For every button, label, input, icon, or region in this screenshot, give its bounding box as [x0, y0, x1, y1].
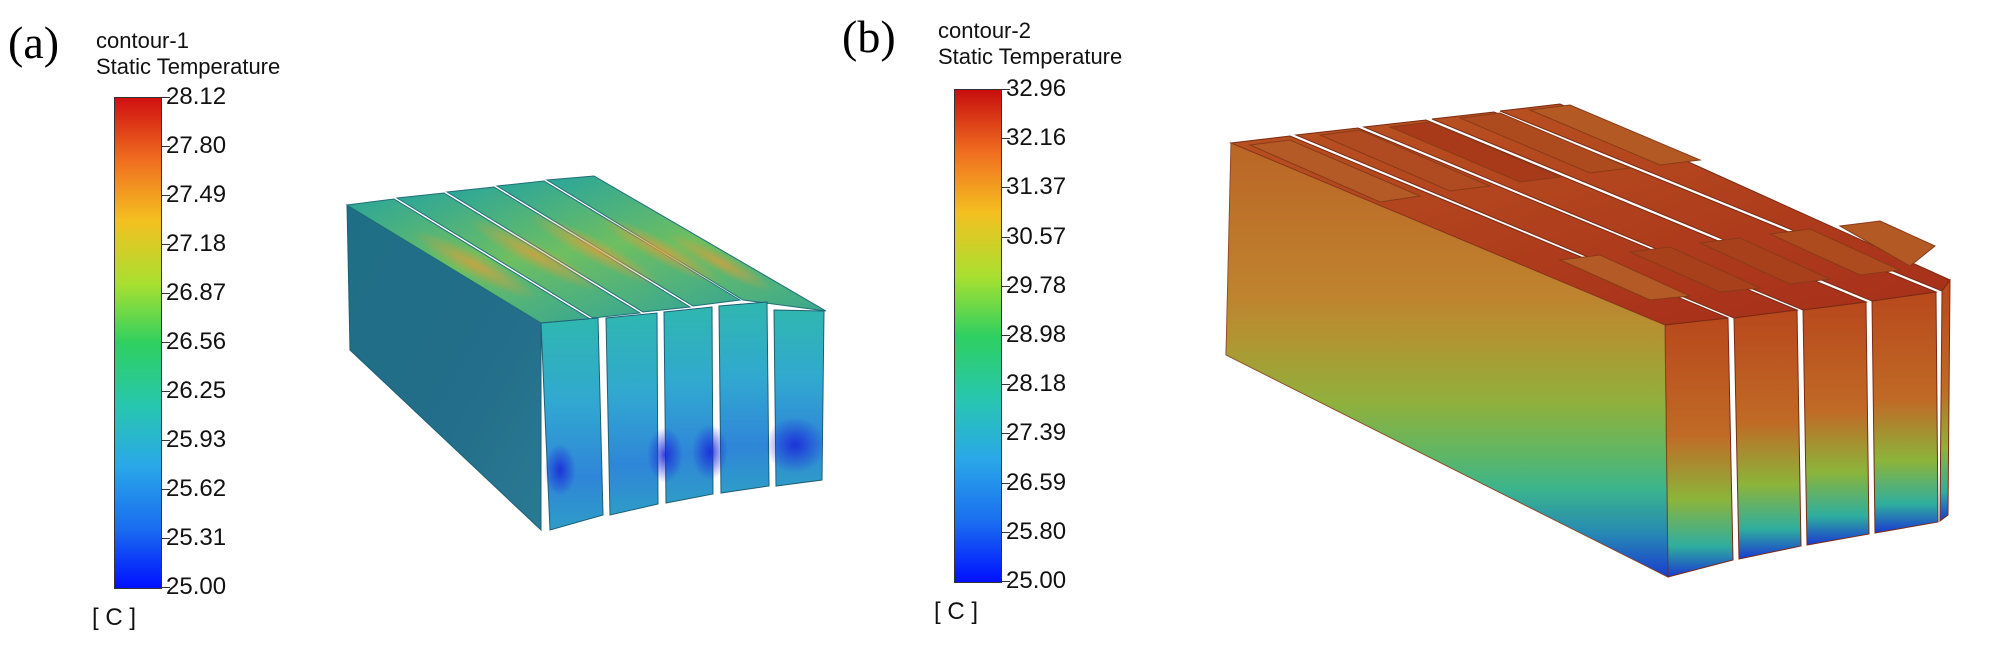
panel-a-legend-title: contour-1 Static Temperature	[96, 28, 280, 80]
colorbar-tick-mark	[1002, 581, 1010, 582]
panel-b-quantity-label: Static Temperature	[938, 44, 1123, 69]
panel-a-quantity-label: Static Temperature	[96, 54, 281, 79]
colorbar-tick-label: 26.87	[166, 279, 227, 306]
colorbar-tick-label: 28.18	[1006, 370, 1067, 398]
colorbar-tick-mark	[1002, 187, 1010, 189]
colorbar-tick-label: 27.80	[166, 132, 227, 159]
panel-b-legend-title: contour-2 Static Temperature	[938, 18, 1122, 70]
colorbar-tick-mark	[1002, 285, 1010, 287]
panel-b-pack	[1225, 103, 1951, 578]
colorbar-tick-label: 27.39	[1006, 419, 1067, 447]
colorbar-tick-mark	[162, 587, 170, 588]
colorbar-tick-label: 28.98	[1006, 321, 1067, 348]
colorbar-tick-mark	[162, 244, 170, 245]
colorbar-tick-label: 32.96	[1006, 75, 1067, 102]
colorbar-tick-mark	[1002, 335, 1010, 336]
colorbar-tick-label: 26.56	[166, 328, 227, 355]
colorbar-tick-label: 25.62	[166, 475, 227, 502]
colorbar-tick-label: 27.49	[166, 181, 227, 208]
colorbar-tick-mark	[162, 538, 170, 539]
panel-a-pack	[345, 175, 827, 532]
colorbar-tick-mark	[162, 293, 170, 294]
panel-b-contour-name: contour-2	[938, 18, 1031, 43]
panel-a-colorbar	[114, 97, 162, 589]
colorbar-tick-label: 31.37	[1006, 173, 1067, 201]
colorbar-tick-mark	[1002, 89, 1010, 90]
colorbar-tick-mark	[1002, 384, 1010, 386]
colorbar-tick-mark	[1002, 236, 1010, 238]
colorbar-tick-label: 30.57	[1006, 222, 1067, 250]
colorbar-tick-mark	[162, 440, 170, 441]
panel-b-letter: (b)	[842, 11, 896, 62]
colorbar-tick-label: 27.18	[166, 230, 227, 257]
colorbar-tick-label: 25.31	[166, 524, 227, 551]
colorbar-tick-mark	[162, 146, 170, 147]
colorbar-tick-label: 29.78	[1006, 271, 1067, 299]
panel-a-contour-name: contour-1	[96, 28, 189, 53]
colorbar-tick-label: 25.00	[1006, 567, 1067, 594]
panel-a-unit-label: [ C ]	[92, 604, 137, 631]
colorbar-tick-mark	[1002, 433, 1010, 435]
panel-b-unit-label: [ C ]	[934, 598, 979, 625]
colorbar-tick-label: 32.16	[1006, 124, 1067, 152]
colorbar-tick-mark	[162, 489, 170, 490]
colorbar-tick-label: 28.12	[166, 83, 227, 110]
colorbar-tick-label: 25.00	[166, 573, 227, 600]
colorbar-tick-mark	[1002, 482, 1010, 484]
panel-a-letter: (a)	[8, 17, 60, 68]
colorbar-tick-label: 26.59	[1006, 468, 1067, 496]
colorbar-tick-mark	[162, 195, 170, 196]
panel-b-colorbar	[954, 89, 1002, 583]
colorbar-tick-mark	[1002, 531, 1010, 533]
colorbar-tick-mark	[162, 97, 170, 98]
colorbar-tick-mark	[162, 342, 170, 343]
colorbar-tick-label: 25.93	[166, 426, 227, 453]
colorbar-tick-label: 25.80	[1006, 517, 1067, 545]
colorbar-tick-mark	[162, 391, 170, 392]
colorbar-tick-mark	[1002, 138, 1010, 140]
colorbar-tick-label: 26.25	[166, 377, 227, 404]
